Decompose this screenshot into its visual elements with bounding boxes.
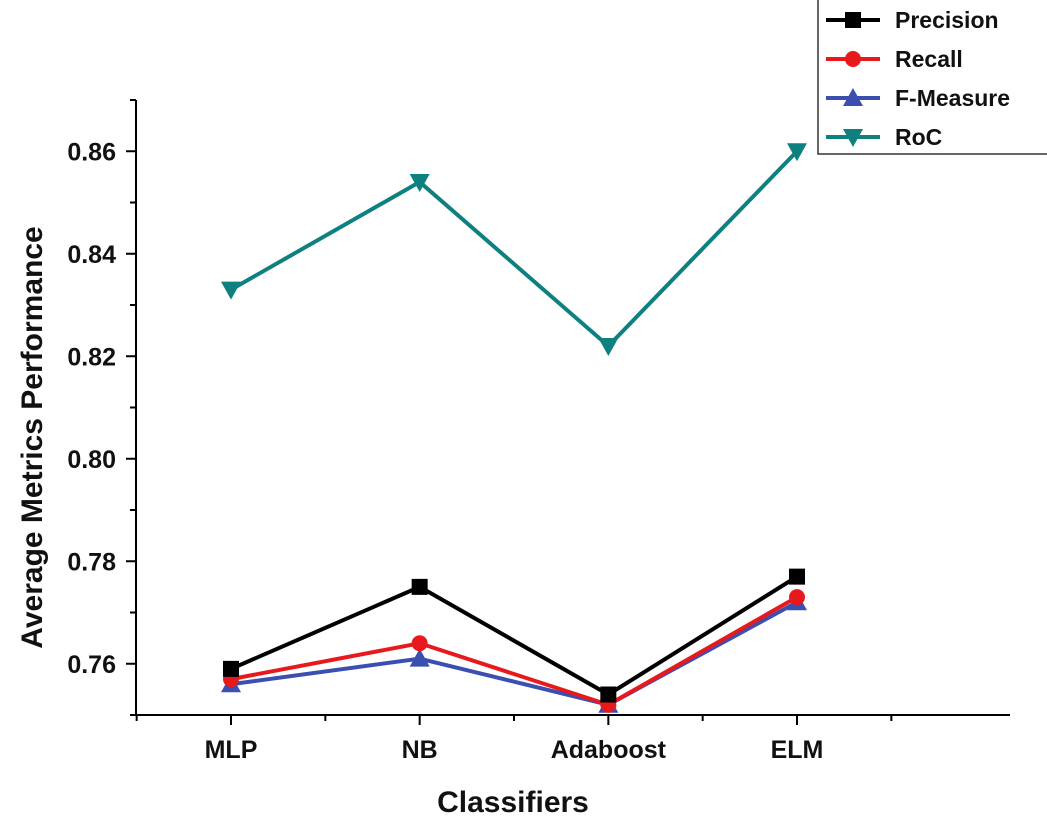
legend-label: F-Measure bbox=[895, 85, 1010, 111]
series-line bbox=[230, 149, 799, 349]
series-f-measure bbox=[221, 592, 807, 713]
legend: Precision Recall F-Measure RoC bbox=[817, 0, 1047, 155]
series-layer bbox=[221, 143, 807, 713]
y-tick-label: 0.80 bbox=[67, 446, 116, 474]
series-line bbox=[230, 600, 798, 707]
x-tick-label: ELM bbox=[771, 736, 824, 764]
data-point bbox=[409, 648, 430, 667]
data-point bbox=[789, 568, 805, 585]
y-axis-title: Average Metrics Performance bbox=[16, 226, 49, 648]
legend-item: RoC bbox=[826, 124, 942, 150]
y-tick-label: 0.84 bbox=[67, 241, 116, 269]
x-tick-label: Adaboost bbox=[551, 736, 667, 764]
legend-label: Precision bbox=[895, 7, 999, 33]
data-point bbox=[411, 578, 428, 595]
y-tick-label: 0.76 bbox=[67, 651, 116, 679]
x-tick-label: NB bbox=[402, 736, 438, 764]
x-axis-title: Classifiers bbox=[437, 786, 589, 819]
y-tick-label: 0.78 bbox=[67, 548, 116, 576]
legend-marker bbox=[845, 51, 861, 67]
legend-item: F-Measure bbox=[826, 85, 1010, 111]
legend-item: Recall bbox=[826, 46, 963, 72]
axes: 0.76 0.78 0.80 0.82 0.84 0.86 MLP NB Adaboost ELM bbox=[67, 99, 1010, 764]
data-point bbox=[409, 174, 430, 192]
series-precision bbox=[223, 568, 805, 703]
legend-item: Precision bbox=[826, 7, 999, 33]
y-tick-label: 0.86 bbox=[67, 138, 116, 166]
data-point bbox=[787, 143, 807, 162]
series-line bbox=[230, 574, 799, 697]
series-roc bbox=[221, 143, 807, 356]
legend-marker bbox=[845, 12, 861, 28]
y-tick-label: 0.82 bbox=[67, 343, 116, 371]
data-point bbox=[598, 338, 619, 356]
legend-label: Recall bbox=[895, 46, 963, 72]
series-line bbox=[230, 595, 798, 707]
legend-marker bbox=[843, 129, 863, 147]
x-tick-label: MLP bbox=[205, 736, 258, 764]
data-point bbox=[411, 635, 428, 652]
data-point bbox=[600, 686, 617, 703]
data-point bbox=[223, 660, 239, 677]
legend-marker bbox=[843, 88, 863, 106]
data-point bbox=[789, 589, 805, 606]
series-recall bbox=[223, 589, 805, 713]
legend-label: RoC bbox=[895, 124, 942, 150]
data-point bbox=[221, 281, 241, 300]
